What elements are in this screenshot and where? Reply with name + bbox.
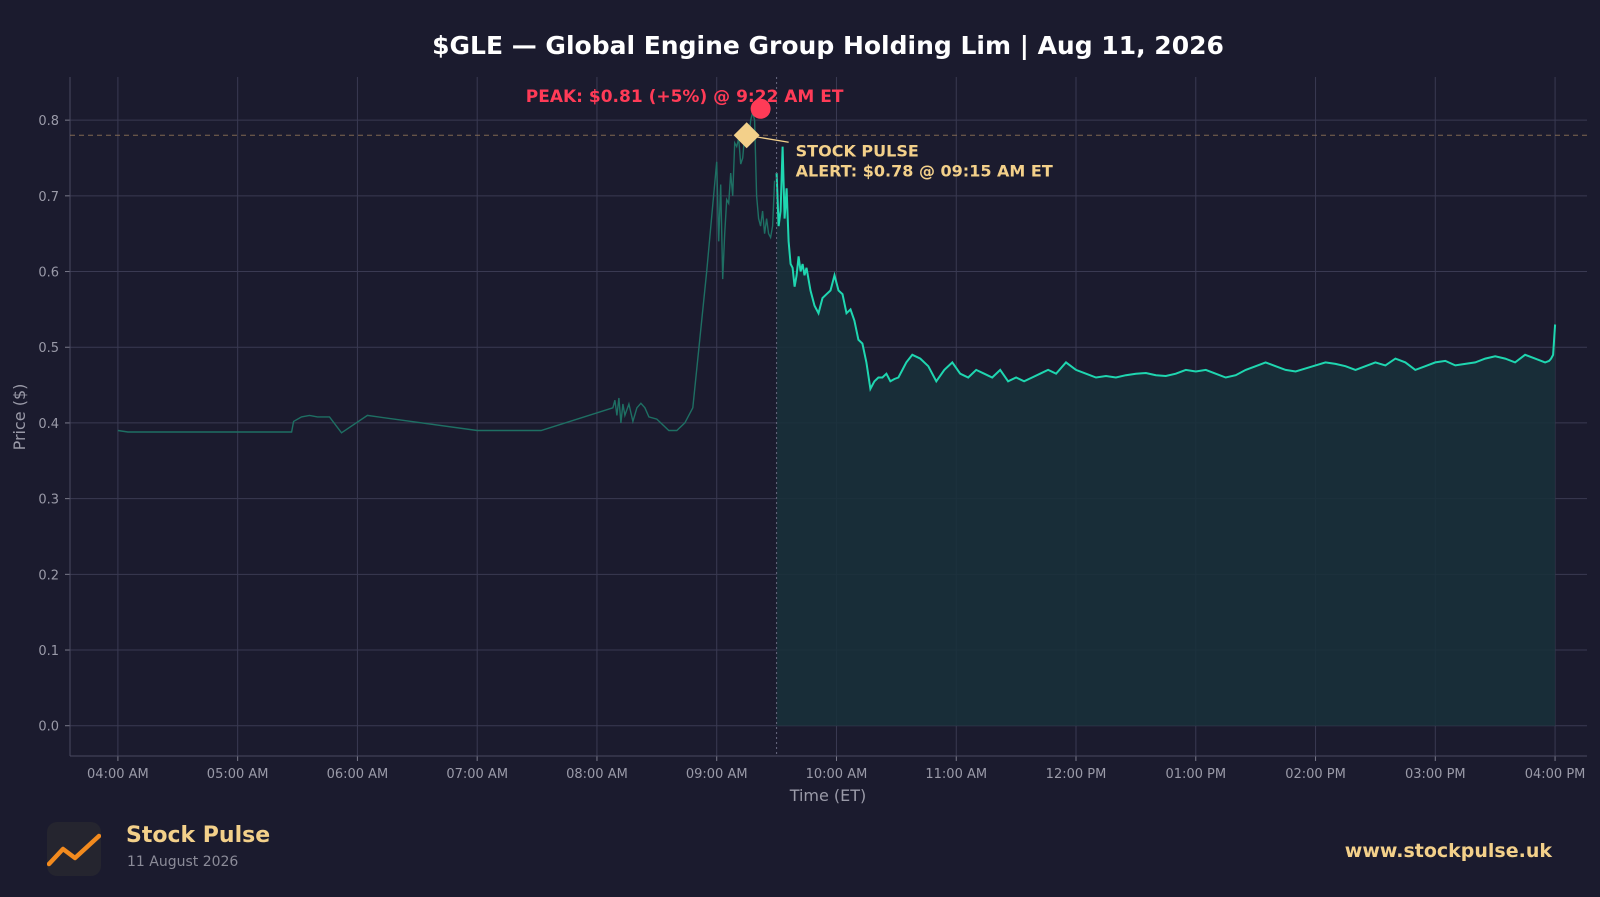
chart-title: $GLE — Global Engine Group Holding Lim |… (432, 31, 1224, 60)
x-tick-label: 02:00 PM (1285, 767, 1346, 782)
footer-date: 11 August 2026 (127, 854, 239, 870)
x-tick-label: 10:00 AM (806, 767, 868, 782)
x-tick-label: 03:00 PM (1405, 767, 1466, 782)
regular-session-price-line (775, 146, 1557, 393)
x-tick-label: 07:00 AM (446, 767, 508, 782)
y-tick-label: 0.5 (38, 341, 59, 356)
y-tick-label: 0.6 (38, 266, 59, 281)
footer-url[interactable]: www.stockpulse.uk (1344, 840, 1552, 862)
alert-label-line2: ALERT: $0.78 @ 09:15 AM ET (796, 161, 1053, 180)
y-tick-label: 0.1 (38, 644, 59, 659)
y-tick-label: 0.2 (38, 568, 59, 583)
y-axis-label: Price ($) (10, 384, 29, 451)
y-tick-label: 0.3 (38, 493, 59, 508)
x-tick-label: 06:00 AM (327, 767, 389, 782)
premarket-price-line (117, 109, 776, 434)
x-axis-label: Time (ET) (789, 786, 867, 805)
x-tick-label: 04:00 AM (87, 767, 149, 782)
y-tick-label: 0.8 (38, 114, 59, 129)
peak-label: PEAK: $0.81 (+5%) @ 9:22 AM ET (526, 87, 844, 107)
x-tick-label: 08:00 AM (566, 767, 628, 782)
x-tick-label: 01:00 PM (1165, 767, 1226, 782)
x-tick-label: 11:00 AM (925, 767, 987, 782)
x-tick-label: 09:00 AM (686, 767, 748, 782)
y-tick-label: 0.7 (38, 190, 59, 205)
regular-session-area (776, 146, 1556, 726)
chart-trend-icon (46, 822, 102, 876)
y-tick-label: 0.0 (38, 720, 59, 735)
x-tick-label: 04:00 PM (1525, 767, 1586, 782)
footer-brand: Stock Pulse (126, 823, 271, 848)
peak-marker (750, 98, 771, 119)
alert-marker (733, 122, 760, 149)
y-tick-label: 0.4 (38, 417, 59, 432)
alert-label-line1: STOCK PULSE (796, 141, 919, 160)
x-tick-label: 12:00 PM (1046, 767, 1107, 782)
x-tick-label: 05:00 AM (207, 767, 269, 782)
